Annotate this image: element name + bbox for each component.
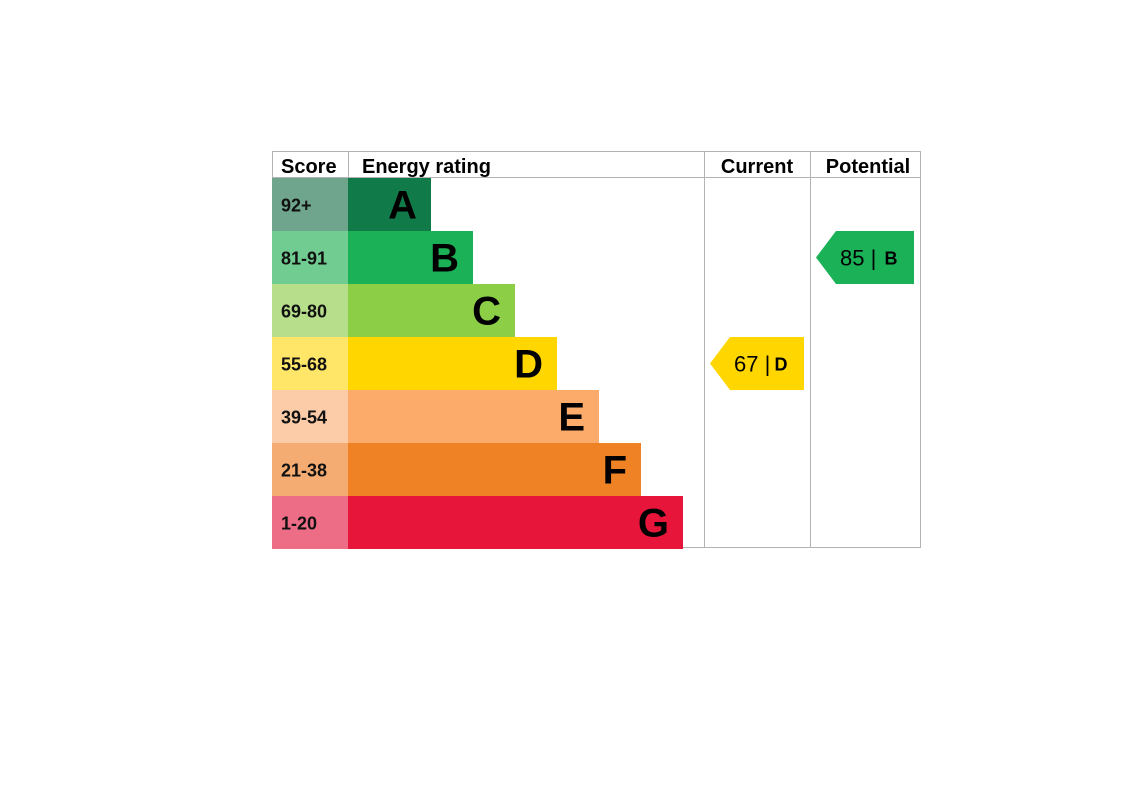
- score-cell-a: [272, 178, 348, 231]
- potential-rating-flag: 85 | B: [816, 231, 914, 284]
- current-rating-flag: 67 | D: [710, 337, 804, 390]
- header-energy-rating: Energy rating: [362, 156, 491, 178]
- band-letter-c: C: [472, 290, 501, 334]
- band-letter-f: F: [603, 449, 627, 493]
- score-range-a: 92+: [281, 196, 312, 216]
- band-bar-a: [348, 178, 431, 231]
- band-letter-e: E: [558, 396, 585, 440]
- score-cell-c: [272, 284, 348, 337]
- header-potential: Potential: [826, 156, 910, 178]
- rating-flags: 67 | D 85 | B: [710, 231, 914, 390]
- band-letter-b: B: [430, 237, 459, 281]
- band-letter-g: G: [638, 502, 669, 546]
- score-range-c: 69-80: [281, 302, 327, 322]
- score-range-f: 21-38: [281, 461, 327, 481]
- band-bar-b: [348, 231, 473, 284]
- score-range-b: 81-91: [281, 249, 327, 269]
- potential-rating-score: 85 |: [840, 246, 876, 271]
- potential-rating-arrow: [816, 231, 914, 284]
- band-letter-a: A: [388, 184, 417, 228]
- band-bar-e: [348, 390, 599, 443]
- header-score: Score: [281, 156, 337, 178]
- current-rating-score: 67 |: [734, 352, 770, 377]
- band-bar-c: [348, 284, 515, 337]
- header-current: Current: [721, 156, 794, 178]
- score-cell-e: [272, 390, 348, 443]
- score-range-g: 1-20: [281, 514, 317, 534]
- band-bar-f: [348, 443, 641, 496]
- current-rating-arrow: [710, 337, 804, 390]
- score-cell-b: [272, 231, 348, 284]
- score-range-e: 39-54: [281, 408, 327, 428]
- band-bar-g: [348, 496, 683, 549]
- potential-rating-band: B: [885, 249, 898, 269]
- band-bar-d: [348, 337, 557, 390]
- score-range-d: 55-68: [281, 355, 327, 375]
- score-cell-g: [272, 496, 348, 549]
- score-cell-f: [272, 443, 348, 496]
- rating-bands: 92+ A 81-91 B 69-80 C 55-68 D 39-54 E 21-38 F 1-20 G: [272, 178, 683, 549]
- band-letter-d: D: [514, 343, 543, 387]
- current-rating-band: D: [775, 355, 788, 375]
- score-cell-d: [272, 337, 348, 390]
